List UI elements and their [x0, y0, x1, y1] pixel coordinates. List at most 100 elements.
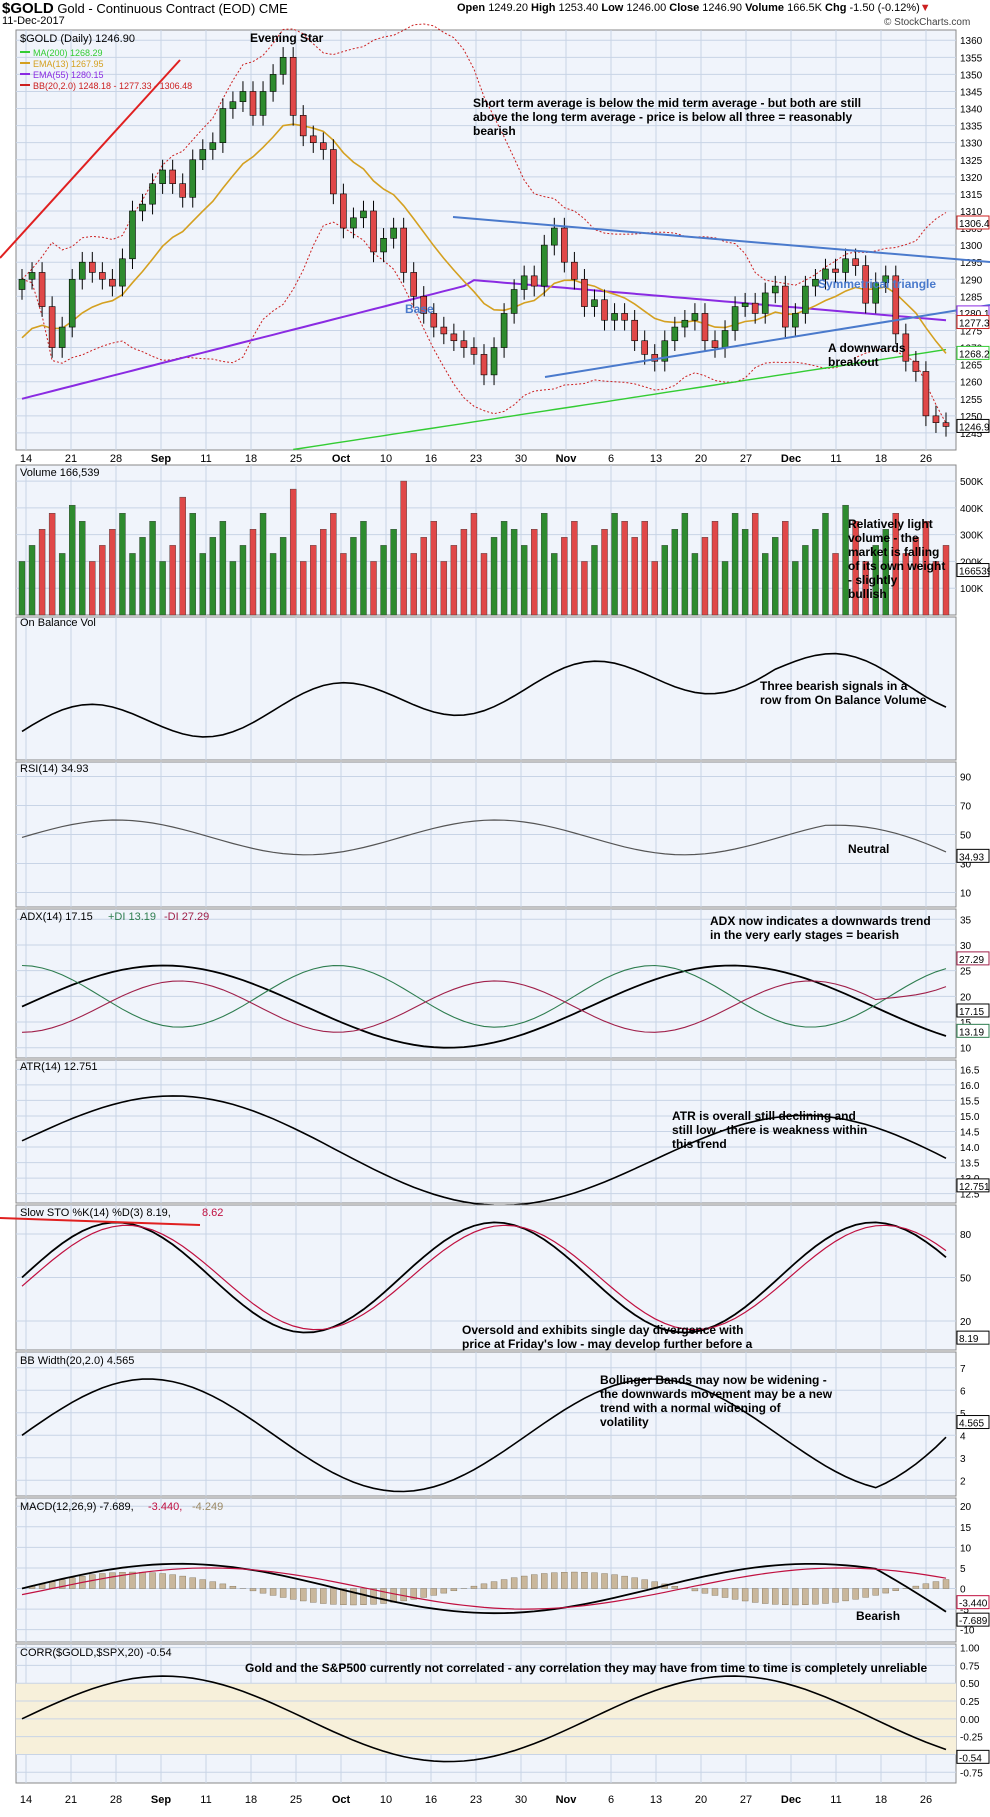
volume-bar — [119, 513, 126, 616]
candle — [892, 275, 900, 335]
candle — [68, 278, 76, 328]
candle — [581, 278, 588, 307]
volume-bar — [721, 561, 729, 616]
volume-bar — [18, 561, 26, 616]
volume-label: Volume — [745, 2, 785, 14]
macd-histogram-bar — [99, 1573, 106, 1589]
candle — [551, 227, 558, 246]
y-tick-label: 20 — [960, 1502, 972, 1513]
atr-title: ATR(14) 12.751 — [20, 1061, 97, 1073]
price-tag — [956, 951, 990, 966]
volume-bar — [58, 553, 66, 616]
y-tick-label: 1355 — [960, 53, 983, 64]
volume-bar — [772, 537, 779, 616]
candle — [259, 91, 267, 116]
macd-histogram-bar — [169, 1574, 176, 1589]
volume-bar — [430, 521, 437, 616]
annotation-volume: Relatively light — [848, 517, 933, 531]
annotation-averages: above the long term average - price is b… — [473, 110, 852, 124]
volume-bar — [420, 537, 427, 616]
annotation-sto: price at Friday's low - may develop furt… — [462, 1337, 753, 1351]
macd-histogram-bar — [500, 1579, 508, 1589]
y-tick-label: 7 — [960, 1364, 966, 1375]
x-tick-label-top: Sep — [151, 453, 171, 465]
candle — [771, 285, 779, 294]
candle — [731, 306, 739, 331]
y-tick-label: 1325 — [960, 156, 983, 167]
volume-bar — [400, 480, 407, 616]
macd-histogram-bar — [842, 1588, 849, 1602]
corr-title: CORR($GOLD,$SPX,20) -0.54 — [20, 1647, 172, 1659]
macd-histogram-bar — [631, 1577, 638, 1589]
volume-bar — [571, 521, 578, 616]
volume-bar — [310, 545, 317, 616]
candle — [942, 422, 950, 427]
credit: © StockCharts.com — [884, 17, 971, 28]
macd-histogram-bar — [300, 1588, 307, 1602]
macd-histogram-bar — [852, 1588, 859, 1600]
candle — [199, 149, 207, 161]
price-tag-label: 27.29 — [959, 955, 984, 966]
y-tick-label: 0.00 — [960, 1715, 980, 1726]
volume-bar — [38, 529, 46, 616]
annotation-obv: row from On Balance Volume — [760, 693, 927, 707]
annotation-atr: this trend — [672, 1137, 727, 1151]
macd-histogram-bar — [249, 1588, 257, 1592]
macd-histogram-bar — [701, 1588, 709, 1594]
high-label: High — [531, 2, 556, 14]
adx-mdi-label: -DI 27.29 — [164, 911, 209, 923]
triangle-lower-line — [544, 304, 990, 378]
adx-line — [21, 964, 947, 1049]
annotation-adx: ADX now indicates a downwards trend — [710, 914, 931, 928]
exchange: CME — [258, 1, 288, 16]
macd-histogram-bar — [119, 1572, 126, 1589]
bbw-title: BB Width(20,2.0) 4.565 — [20, 1355, 134, 1367]
macd-histogram-bar — [581, 1572, 588, 1589]
x-tick-label-bottom: Sep — [151, 1794, 171, 1806]
candle — [279, 57, 287, 75]
volume-bar — [380, 545, 387, 616]
candle — [430, 313, 438, 328]
candle — [591, 299, 598, 307]
volume-bar — [69, 504, 76, 616]
annotation-volume: volume - the — [848, 531, 919, 545]
x-tick-label-bottom: 26 — [920, 1794, 932, 1806]
annotation-averages: Short term average is below the mid term… — [473, 96, 861, 110]
macd-histogram-bar — [741, 1588, 749, 1602]
y-tick-label: 3 — [960, 1454, 966, 1465]
macd-histogram-bar — [912, 1585, 920, 1589]
adx-pdi-label: +DI 13.19 — [108, 911, 156, 923]
volume-bar — [209, 537, 217, 616]
candle — [209, 142, 217, 150]
price-tag-label: -3.440 — [959, 1599, 988, 1610]
macd-histogram-bar — [792, 1588, 799, 1606]
macd-histogram-bar — [711, 1588, 719, 1596]
open-label: Open — [457, 2, 486, 14]
macd-histogram-bar — [199, 1579, 206, 1589]
y-tick-label: 30 — [960, 860, 972, 871]
low-value: 1246.00 — [626, 2, 667, 14]
price-title: $GOLD (Daily) 1246.90 — [20, 33, 135, 45]
volume-bar — [500, 521, 508, 616]
volume-bar — [149, 521, 156, 616]
annotation-rsi: Neutral — [848, 842, 889, 856]
annotation-volume: bullish — [848, 587, 887, 601]
y-tick-label: 1305 — [960, 224, 983, 235]
candle — [561, 227, 568, 263]
annotation-base: Base — [405, 302, 434, 316]
macd-histogram-bar — [159, 1573, 166, 1589]
volume-bar — [470, 513, 478, 616]
x-tick-label-bottom: 23 — [470, 1794, 482, 1806]
y-tick-label: 4 — [960, 1431, 966, 1442]
candle — [540, 244, 548, 287]
y-tick-label: 400K — [960, 504, 984, 515]
x-tick-label-top: 14 — [20, 453, 32, 465]
candle — [832, 268, 839, 273]
candle — [902, 333, 910, 362]
y-tick-label: 16.0 — [960, 1081, 980, 1092]
macd-histogram-bar — [611, 1574, 618, 1589]
macd-histogram-bar — [480, 1583, 488, 1589]
volume-bar — [701, 537, 709, 616]
candle — [119, 258, 126, 287]
instrument-name: Gold - Continuous Contract (EOD) — [57, 1, 256, 16]
